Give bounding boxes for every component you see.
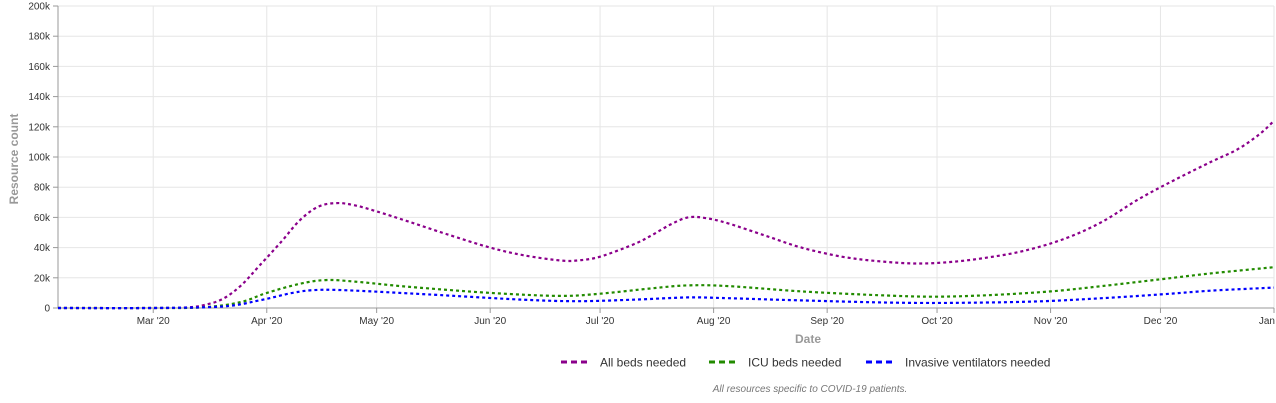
x-tick-label: Mar '20 bbox=[137, 316, 170, 327]
series-line-invasive-ventilators-needed bbox=[57, 286, 1275, 310]
y-tick-label: 20k bbox=[34, 273, 51, 284]
footnote: All resources specific to COVID-19 patie… bbox=[712, 384, 908, 395]
y-tick-label: 40k bbox=[34, 243, 51, 254]
y-tick-label: 60k bbox=[34, 213, 51, 224]
x-tick-label: Sep '20 bbox=[810, 316, 844, 327]
x-axis-title: Date bbox=[795, 332, 821, 346]
x-tick-label: Oct '20 bbox=[921, 316, 953, 327]
x-tick-label: Jun '20 bbox=[474, 316, 506, 327]
y-tick-label: 160k bbox=[28, 62, 51, 73]
y-tick-label: 180k bbox=[28, 32, 51, 43]
legend: All beds needed ICU beds needed Invasive v… bbox=[561, 356, 1050, 370]
x-tick-label: Apr '20 bbox=[251, 316, 283, 327]
x-tick-label: May '20 bbox=[359, 316, 394, 327]
legend-label-invasive-ventilators-needed[interactable]: Invasive ventilators needed bbox=[905, 356, 1050, 370]
legend-label-all-beds-needed[interactable]: All beds needed bbox=[600, 356, 686, 370]
grid bbox=[58, 5, 1275, 309]
axes: 0 20k 40k 60k 80k 100k 120k 140k 160k 180k 200k Mar… bbox=[28, 2, 1275, 328]
x-tick-label: Jan bbox=[1259, 316, 1275, 327]
x-tick-label: Aug '20 bbox=[697, 316, 731, 327]
series-lines bbox=[57, 119, 1275, 310]
y-tick-label: 120k bbox=[28, 122, 51, 133]
y-tick-label: 0 bbox=[44, 304, 50, 315]
y-tick-label: 100k bbox=[28, 153, 51, 164]
legend-label-icu-beds-needed[interactable]: ICU beds needed bbox=[748, 356, 841, 370]
x-tick-label: Dec '20 bbox=[1144, 316, 1178, 327]
x-tick-label: Jul '20 bbox=[586, 316, 615, 327]
series-line-all-beds-needed bbox=[57, 119, 1275, 310]
x-tick-label: Nov '20 bbox=[1034, 316, 1068, 327]
y-tick-label: 80k bbox=[34, 183, 51, 194]
y-tick-label: 140k bbox=[28, 92, 51, 103]
series-line-icu-beds-needed bbox=[57, 266, 1275, 310]
y-axis-title: Resource count bbox=[7, 114, 21, 205]
y-tick-label: 200k bbox=[28, 2, 51, 13]
